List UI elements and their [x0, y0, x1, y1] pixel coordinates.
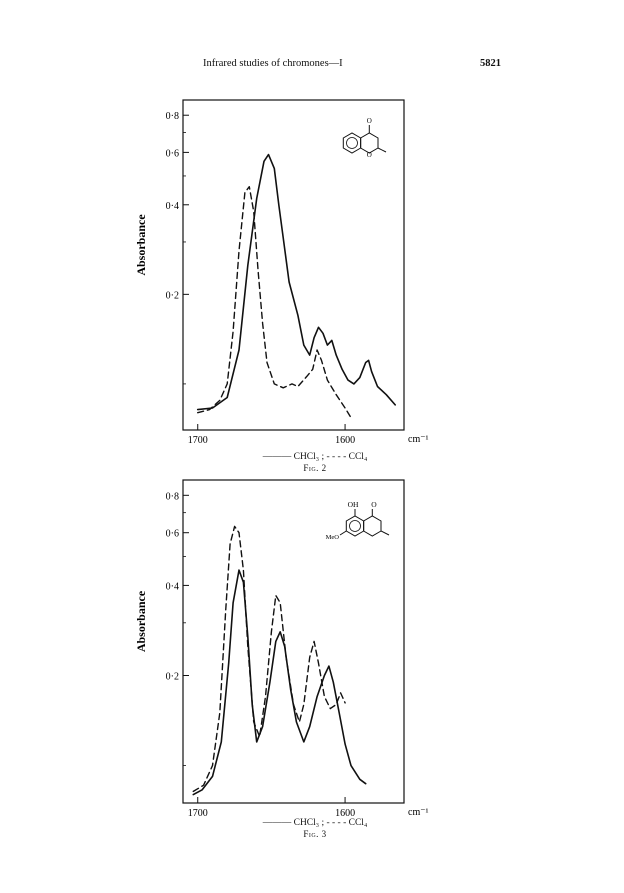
benzene-ring — [345, 515, 365, 537]
hydroxyl-label: OH — [348, 500, 359, 509]
series-line-ccl4 — [192, 525, 346, 793]
aromatic-circle — [346, 137, 358, 149]
methoxy-label: MeO — [326, 534, 340, 541]
methyl-bond — [377, 147, 387, 153]
y-axis-label: Absorbance — [134, 214, 148, 276]
y-tick-label: 0·4 — [166, 201, 179, 212]
carbonyl-oxygen-label: O — [371, 500, 377, 509]
running-title: Infrared studies of chromones—I — [203, 58, 343, 69]
figure-3-caption: ——— CHCl₃ ; - - - - CCl₄ Fig. 3 — [200, 818, 430, 839]
series-line-chcl3 — [196, 153, 396, 411]
x-tick-label: 1700 — [188, 808, 208, 819]
y-tick-label: 0·8 — [166, 111, 179, 122]
pyrone-ring — [363, 515, 382, 537]
molecule-structure: OO — [342, 117, 387, 159]
figure-3-chart: 0·2 0·4 0·6 0·8 1700 1600 cm⁻¹ Absorbance OH O MeO — [134, 479, 429, 819]
y-axis-label: Absorbance — [134, 590, 148, 652]
figure-3-legend: ——— CHCl₃ ; - - - - CCl₄ — [262, 818, 368, 828]
x-unit-label: cm⁻¹ — [408, 807, 429, 818]
benzene-ring — [342, 132, 362, 154]
figure-2-label: Fig. 2 — [303, 463, 327, 473]
page-number: 5821 — [480, 58, 501, 69]
ring-oxygen-label: O — [367, 151, 372, 159]
figure-2-legend: ——— CHCl₃ ; - - - - CCl₄ — [262, 452, 368, 462]
series-line-chcl3 — [192, 569, 367, 796]
molecule-structure: OH O MeO — [326, 500, 390, 541]
methyl-bond — [380, 530, 390, 536]
page-header: Infrared studies of chromones—I 5821 — [0, 58, 624, 78]
carbonyl-oxygen-label: O — [367, 117, 372, 125]
series-line-ccl4 — [197, 186, 352, 419]
methoxy-bond — [339, 530, 347, 536]
y-tick-label: 0·2 — [166, 672, 179, 683]
y-tick-label: 0·2 — [166, 290, 179, 301]
figure-3-label: Fig. 3 — [303, 829, 327, 839]
pyrone-ring — [360, 132, 379, 154]
y-tick-label: 0·6 — [166, 148, 179, 159]
y-tick-label: 0·6 — [166, 529, 179, 540]
x-tick-label: 1600 — [335, 435, 355, 446]
plot-frame — [182, 99, 405, 431]
plot-frame — [182, 479, 405, 804]
x-tick-label: 1700 — [188, 435, 208, 446]
figure-2-caption: ——— CHCl₃ ; - - - - CCl₄ Fig. 2 — [200, 452, 430, 473]
y-tick-label: 0·8 — [166, 491, 179, 502]
x-unit-label: cm⁻¹ — [408, 434, 429, 445]
aromatic-circle — [349, 520, 361, 532]
x-tick-label: 1600 — [335, 808, 355, 819]
y-tick-label: 0·4 — [166, 581, 179, 592]
